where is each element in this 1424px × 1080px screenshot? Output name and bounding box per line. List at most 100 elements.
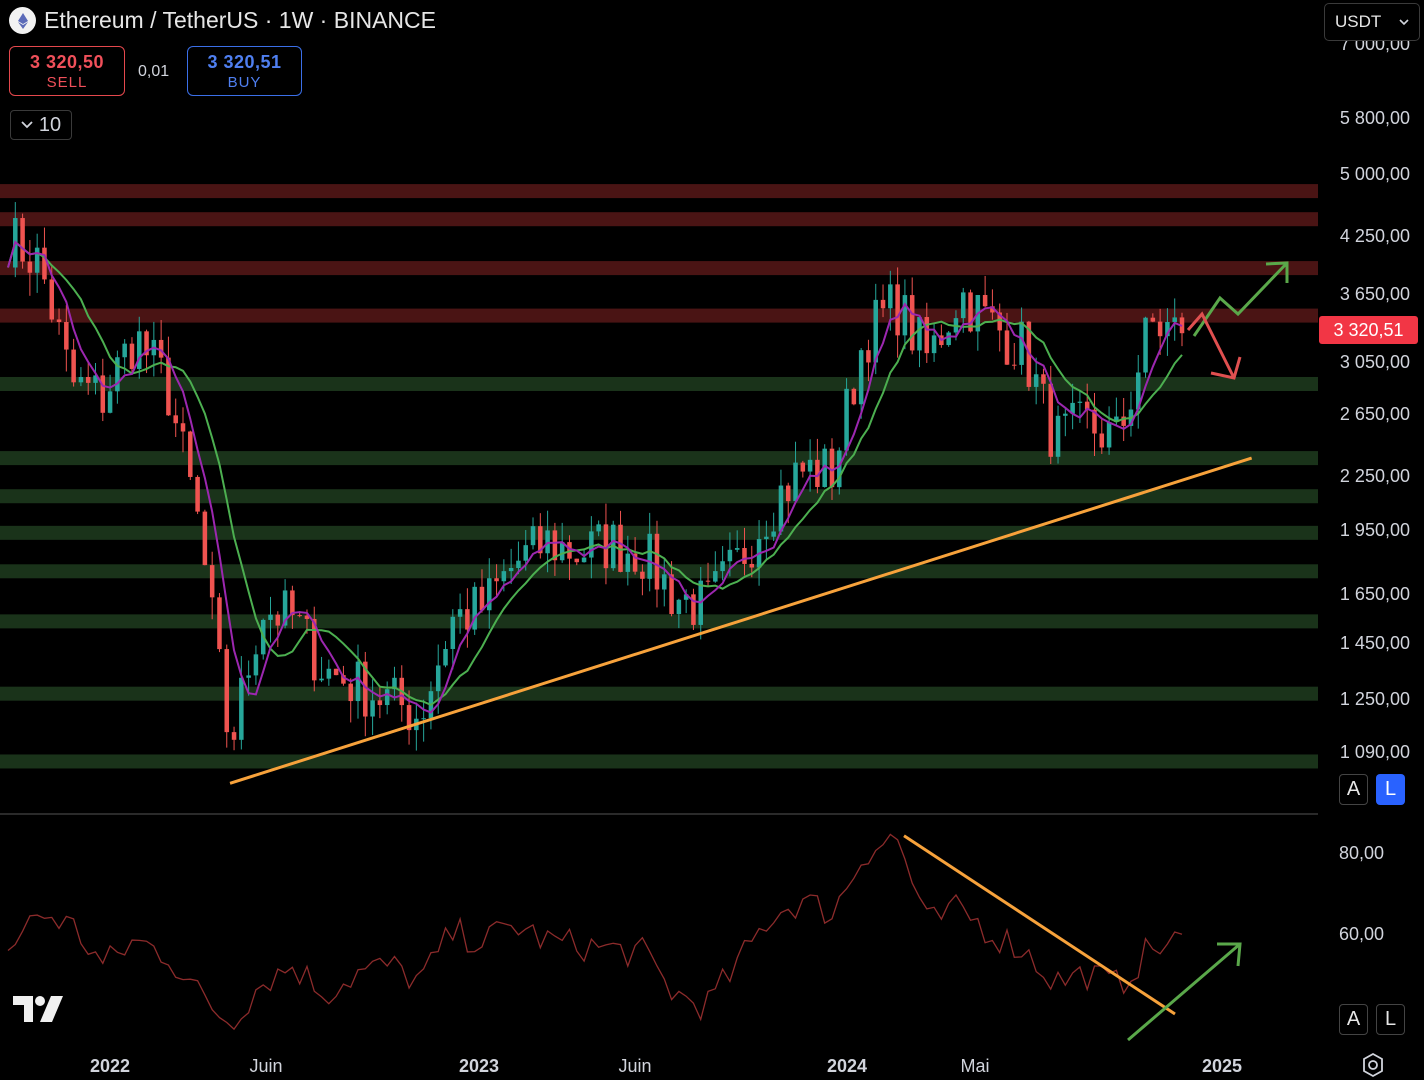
candle-up: [370, 700, 375, 717]
candle-up: [625, 553, 631, 572]
rsi-arrow-head: [1217, 942, 1242, 967]
candle-up: [581, 557, 587, 563]
candle-down: [1150, 317, 1156, 322]
candle-down: [377, 700, 383, 706]
candle-down: [669, 574, 674, 615]
settings-gear-icon[interactable]: [1360, 1052, 1386, 1078]
ethereum-logo-icon: [9, 7, 36, 34]
rsi-log-scale-button[interactable]: L: [1376, 1004, 1405, 1035]
candle-up: [34, 247, 40, 273]
tradingview-logo-icon: [13, 996, 63, 1022]
candle-down: [20, 218, 25, 262]
price-tick: 1 450,00: [1340, 633, 1410, 653]
candle-down: [42, 247, 47, 280]
support-zone: [0, 686, 1318, 701]
candle-up: [1106, 422, 1112, 448]
candle-up: [1070, 402, 1075, 414]
candle-down: [574, 558, 580, 563]
time-tick: 2023: [459, 1056, 499, 1076]
candle-down: [1099, 433, 1105, 448]
price-tick: 3 050,00: [1340, 352, 1410, 372]
candle-up: [545, 530, 550, 554]
candle-up: [647, 533, 652, 579]
candle-up: [384, 689, 390, 706]
currency-label: USDT: [1335, 12, 1382, 31]
candle-down: [632, 553, 638, 572]
time-tick: 2025: [1202, 1056, 1242, 1076]
candle-up: [523, 545, 528, 561]
candles: [13, 202, 1185, 751]
candle-up: [589, 531, 594, 558]
candle-down: [180, 423, 186, 432]
currency-select[interactable]: USDT: [1324, 3, 1420, 41]
auto-scale-button[interactable]: A: [1339, 774, 1368, 805]
candle-down: [742, 548, 747, 564]
time-tick: Juin: [618, 1056, 651, 1076]
candle-down: [603, 524, 609, 569]
candle-up: [676, 599, 682, 615]
candle-down: [217, 597, 222, 650]
candle-up: [1055, 415, 1061, 457]
candle-up: [443, 648, 448, 666]
candle-down: [479, 586, 485, 611]
candle-down: [363, 661, 368, 717]
candle-down: [800, 462, 806, 472]
candle-up: [793, 462, 798, 502]
candle-down: [815, 459, 820, 487]
candle-up: [778, 485, 784, 532]
candle-down: [71, 349, 76, 383]
candle-up: [873, 299, 878, 363]
resistance-zone: [0, 261, 1318, 276]
candle-up: [239, 677, 244, 740]
chevron-down-icon: [21, 121, 33, 129]
price-scale[interactable]: 7 000,00 5 800,00 5 000,00 4 250,00 3 65…: [1340, 34, 1410, 762]
resistance-zone: [0, 184, 1318, 199]
candle-down: [1157, 321, 1163, 337]
candle-down: [691, 594, 696, 625]
candle-up: [858, 350, 864, 405]
candle-down: [1012, 364, 1017, 366]
candle-down: [195, 476, 200, 512]
candle-down: [494, 578, 499, 582]
candle-down: [209, 565, 215, 598]
candle-up: [888, 284, 893, 309]
bearish-arrow-head: [1210, 356, 1242, 380]
rsi-tick: 80,00: [1339, 843, 1384, 863]
support-zone: [0, 614, 1318, 629]
candle-up: [1143, 317, 1148, 373]
sell-button[interactable]: 3 320,50 SELL: [9, 46, 125, 96]
buy-button[interactable]: 3 320,51 BUY: [187, 46, 302, 96]
sell-label: SELL: [46, 73, 88, 91]
candle-up: [282, 590, 288, 626]
candle-up: [392, 677, 397, 690]
candle-up: [960, 292, 966, 319]
candle-down: [997, 312, 1002, 331]
candle-up: [931, 335, 937, 354]
candle-up: [435, 665, 441, 692]
bullish-scenario-arrow: [1192, 261, 1289, 337]
candle-up: [1077, 401, 1083, 403]
indicators-toggle-button[interactable]: 10: [10, 110, 72, 140]
candle-down: [829, 448, 835, 488]
candle-up: [472, 586, 477, 630]
rsi-auto-scale-button[interactable]: A: [1339, 1004, 1368, 1035]
candle-up: [713, 571, 718, 582]
candle-down: [333, 668, 339, 676]
candle-up: [844, 388, 849, 451]
candle-up: [326, 668, 332, 679]
candle-up: [807, 459, 813, 472]
time-axis[interactable]: 2022 Juin 2023 Juin 2024 Mai 2025: [90, 1056, 1242, 1076]
rsi-tick: 60,00: [1339, 924, 1384, 944]
price-tick: 4 250,00: [1340, 226, 1410, 246]
candle-up: [1063, 413, 1068, 416]
price-tick: 3 650,00: [1340, 284, 1410, 304]
log-scale-button[interactable]: L: [1376, 774, 1405, 805]
rsi-scale[interactable]: 80,00 60,00: [1339, 843, 1384, 944]
candle-up: [902, 295, 908, 336]
candle-down: [705, 580, 711, 582]
symbol-title[interactable]: Ethereum / TetherUS · 1W · BINANCE: [44, 7, 436, 33]
candle-down: [100, 375, 106, 413]
candle-up: [107, 391, 113, 413]
candle-down: [202, 511, 208, 566]
